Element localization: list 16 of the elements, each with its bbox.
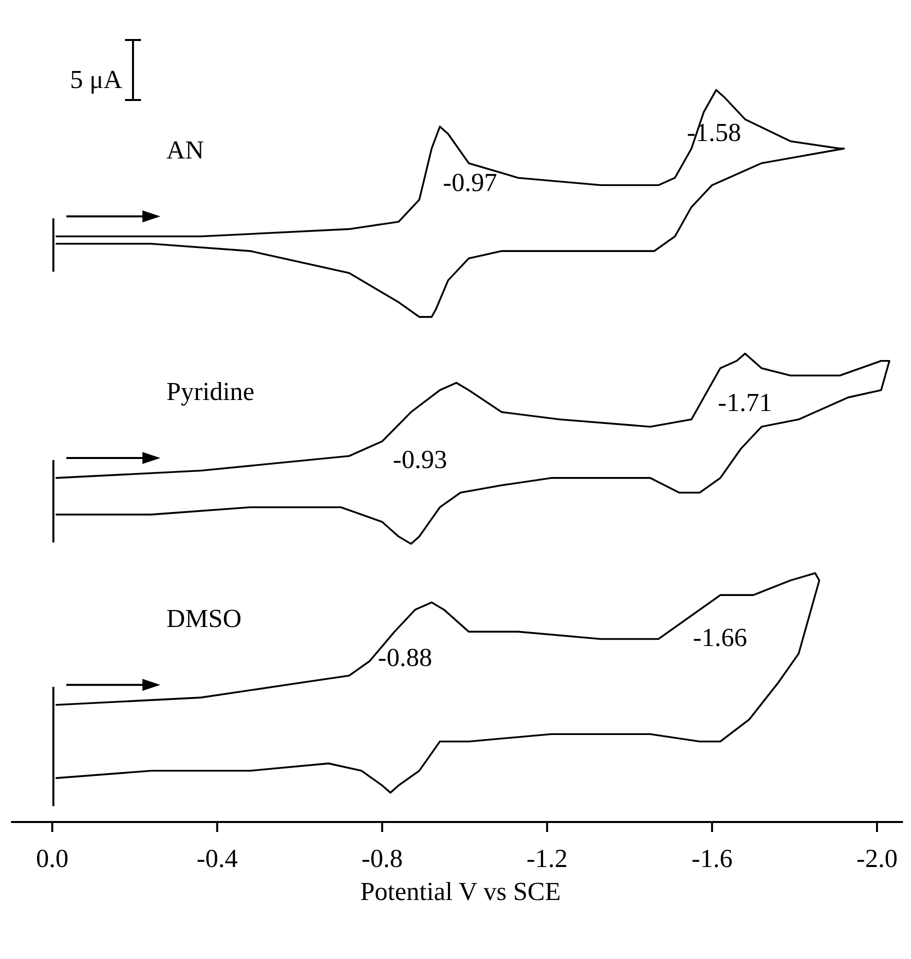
annotation: -0.97 bbox=[442, 168, 498, 197]
annotation: -0.88 bbox=[378, 642, 432, 672]
annotation: -1.71 bbox=[718, 388, 772, 417]
x-axis-title: Potential V vs SCE bbox=[360, 877, 561, 906]
annotation: 5 μA bbox=[70, 65, 122, 94]
x-tick-label: -1.6 bbox=[691, 844, 733, 873]
x-tick-label: -0.8 bbox=[362, 844, 403, 873]
x-tick-label: -2.0 bbox=[856, 844, 898, 873]
x-tick-label: -0.4 bbox=[196, 844, 238, 873]
text: DMSO bbox=[166, 604, 242, 633]
annotation: -0.93 bbox=[392, 444, 448, 474]
annotation: -1.66 bbox=[692, 622, 748, 652]
x-tick-label: -1.2 bbox=[526, 844, 568, 873]
text: Pyridine bbox=[166, 376, 254, 406]
x-tick-label: 0.0 bbox=[36, 844, 68, 873]
text: AN bbox=[166, 135, 204, 164]
